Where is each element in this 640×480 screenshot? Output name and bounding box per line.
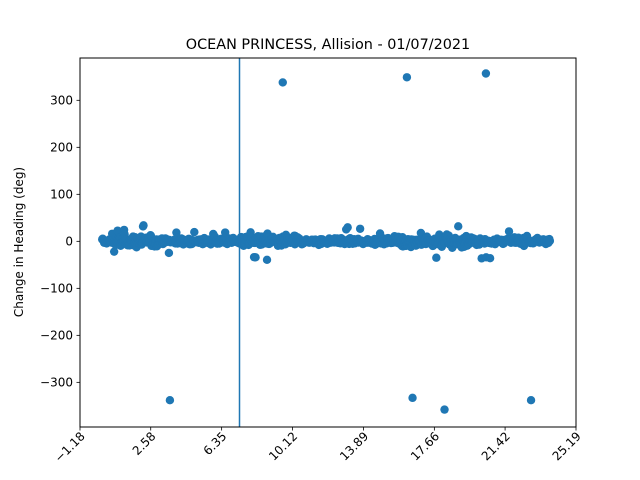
- scatter-point: [355, 224, 365, 233]
- scatter-point: [164, 248, 174, 258]
- scatter-point: [485, 254, 495, 263]
- scatter-point: [402, 73, 412, 82]
- scatter-point: [343, 223, 352, 232]
- plot-area: [97, 58, 555, 427]
- scatter-point: [251, 253, 260, 262]
- scatter-point: [190, 227, 199, 237]
- scatter-point: [139, 221, 148, 230]
- y-axis: −300 −200 −100 0 100 200 300: [40, 93, 80, 389]
- x-tick-label: 17.66: [408, 429, 442, 463]
- scatter-point: [220, 228, 230, 237]
- x-axis: −1.18 2.58 6.35 10.12 13.89 17.66 21.42 25.19: [52, 427, 584, 465]
- y-tick-label: −200: [40, 328, 73, 342]
- scatter-point: [109, 247, 119, 256]
- x-tick-label: 2.58: [130, 429, 159, 458]
- scatter-point: [408, 393, 417, 403]
- x-tick-label: −1.18: [52, 429, 88, 465]
- plot-frame: [79, 57, 577, 428]
- scatter-point: [278, 78, 287, 87]
- y-tick-label: −100: [40, 281, 73, 295]
- y-axis-title: Change in Heading (deg): [12, 167, 26, 317]
- scatter-point: [481, 69, 491, 78]
- scatter-point: [440, 405, 449, 414]
- scatter-point: [504, 227, 514, 236]
- scatter-point: [526, 396, 536, 405]
- y-tick-label: 0: [65, 234, 73, 248]
- y-tick-label: 300: [50, 93, 73, 107]
- y-tick-label: 200: [50, 140, 73, 154]
- x-tick-label: 6.35: [201, 429, 230, 458]
- scatter-point: [454, 222, 463, 231]
- scatter-point: [545, 236, 555, 246]
- x-tick-label: 21.42: [479, 429, 513, 463]
- x-tick-label: 10.12: [266, 429, 300, 463]
- x-tick-label: 13.89: [337, 429, 371, 463]
- y-tick-label: −300: [40, 375, 73, 389]
- chart-title: OCEAN PRINCESS, Allision - 01/07/2021: [186, 37, 470, 53]
- scatter-point: [262, 255, 272, 265]
- y-tick-label: 100: [50, 187, 73, 201]
- scatter-point: [113, 226, 122, 235]
- x-tick-label: 25.19: [550, 429, 584, 463]
- scatter-point: [165, 396, 175, 405]
- scatter-point: [432, 253, 441, 262]
